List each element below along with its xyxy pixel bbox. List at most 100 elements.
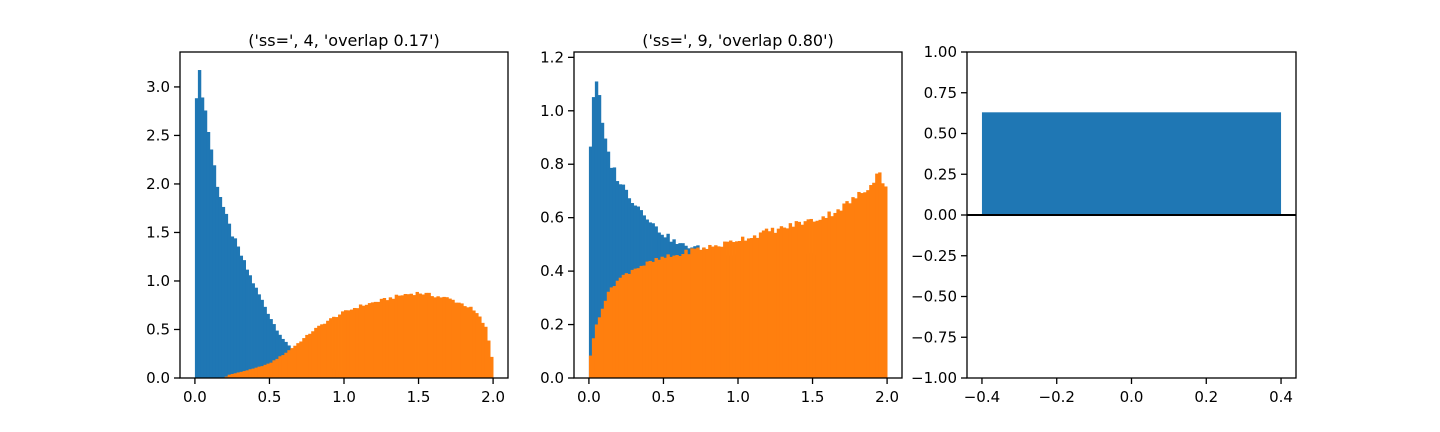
histogram-bar bbox=[606, 291, 611, 378]
histogram-bar bbox=[409, 293, 413, 378]
histogram-bar bbox=[597, 95, 602, 378]
histogram-bar bbox=[299, 341, 303, 378]
histogram-bar bbox=[248, 275, 252, 378]
histogram-bar bbox=[597, 317, 602, 378]
x-tick-label: 2.0 bbox=[875, 388, 899, 406]
histogram-bar bbox=[776, 228, 781, 378]
histogram-bar bbox=[869, 185, 873, 378]
histogram-bar bbox=[203, 110, 208, 378]
histogram-bar bbox=[723, 241, 727, 378]
x-tick-label: 2.0 bbox=[481, 388, 505, 406]
histogram-bar bbox=[245, 269, 249, 378]
histogram-bar bbox=[740, 236, 745, 378]
histogram-bar bbox=[239, 255, 244, 378]
histogram-bar bbox=[842, 203, 846, 378]
histogram-bar bbox=[603, 300, 608, 378]
histogram-bar bbox=[806, 219, 810, 378]
histogram-bar bbox=[278, 356, 282, 378]
histogram-bar bbox=[812, 221, 816, 378]
histogram-bar bbox=[672, 255, 676, 378]
histogram-bar bbox=[836, 209, 840, 378]
histogram-bar bbox=[770, 227, 775, 378]
histogram-bar bbox=[594, 81, 599, 378]
histogram-bar bbox=[621, 274, 626, 378]
histogram-bar bbox=[845, 201, 849, 378]
histogram-bar bbox=[242, 260, 246, 378]
histogram-bar bbox=[854, 198, 858, 378]
histogram-bar bbox=[720, 246, 724, 378]
histogram-bar bbox=[466, 307, 470, 378]
histogram-bar bbox=[591, 338, 596, 378]
histogram-bar bbox=[284, 352, 288, 378]
y-tick-label: 0.8 bbox=[540, 155, 564, 173]
x-tick-label: −0.4 bbox=[964, 388, 1000, 406]
y-tick-label: 0.25 bbox=[924, 165, 957, 183]
histogram-bar bbox=[615, 181, 620, 378]
histogram-bar bbox=[794, 221, 799, 378]
histogram-bar bbox=[878, 172, 882, 378]
histogram-bar bbox=[257, 294, 261, 378]
histogram-bar bbox=[651, 261, 655, 378]
histogram-bar bbox=[478, 316, 482, 378]
histogram-bar bbox=[260, 366, 264, 378]
histogram-bar bbox=[472, 310, 476, 378]
histogram-bar bbox=[269, 319, 273, 378]
y-tick-label: 0.50 bbox=[924, 125, 957, 143]
histogram-bar bbox=[881, 183, 885, 378]
y-tick-label: 3.0 bbox=[146, 78, 170, 96]
histogram-bar bbox=[758, 232, 763, 378]
histogram-bar bbox=[746, 238, 751, 378]
histogram-bar bbox=[370, 302, 375, 378]
y-tick-label: 1.00 bbox=[924, 43, 957, 61]
histogram-bar bbox=[361, 305, 366, 378]
histogram-bar bbox=[341, 311, 345, 378]
histogram-bar bbox=[400, 295, 405, 378]
histogram-bar bbox=[275, 330, 279, 378]
y-tick-label: 0.75 bbox=[924, 84, 957, 102]
histogram-bar bbox=[782, 227, 787, 378]
histogram-bar bbox=[788, 223, 793, 378]
y-tick-label: 1.2 bbox=[540, 48, 564, 66]
histogram-bar bbox=[717, 246, 721, 378]
histogram-bar bbox=[711, 246, 715, 378]
histogram-bar bbox=[800, 224, 804, 378]
histogram-bar bbox=[490, 356, 494, 378]
histogram-bar bbox=[591, 97, 596, 378]
histogram-bar bbox=[305, 334, 309, 378]
histogram-bar bbox=[448, 298, 452, 378]
histogram-bar bbox=[863, 192, 867, 378]
histogram-bar bbox=[236, 246, 241, 378]
histogram-bar bbox=[263, 306, 267, 378]
histogram-bar bbox=[323, 323, 327, 378]
histogram-bar bbox=[451, 299, 455, 378]
histogram-bar bbox=[684, 249, 688, 378]
histogram-bar bbox=[743, 240, 748, 378]
histogram-bar bbox=[729, 240, 733, 378]
histogram-bar bbox=[197, 70, 202, 379]
histogram-bar bbox=[221, 206, 226, 378]
histogram-bar bbox=[266, 363, 270, 378]
histogram-bar bbox=[630, 269, 635, 378]
histogram-bar bbox=[257, 366, 261, 378]
histogram-bar bbox=[633, 268, 638, 378]
y-tick-label: 0.0 bbox=[146, 369, 170, 387]
histogram-bar bbox=[612, 286, 617, 378]
y-tick-label: 0.00 bbox=[924, 206, 957, 224]
histogram-bar bbox=[233, 238, 238, 378]
histogram-bar bbox=[696, 247, 700, 378]
histogram-bar bbox=[726, 241, 730, 378]
histogram-bar bbox=[839, 210, 843, 378]
histogram-bar bbox=[785, 228, 790, 378]
histogram-bar bbox=[209, 149, 214, 378]
histogram-bar bbox=[645, 261, 649, 378]
histogram-bar bbox=[227, 374, 232, 378]
histogram-bar bbox=[352, 307, 357, 378]
y-tick-label: 1.5 bbox=[146, 223, 170, 241]
subplot-1-overlap-0-17: ('ss=', 4, 'overlap 0.17') 0.0 0.5 1.0 1.5 2… bbox=[146, 31, 509, 406]
histogram-bar bbox=[705, 248, 709, 378]
histogram-bar bbox=[263, 364, 267, 378]
histogram-bar bbox=[666, 254, 670, 378]
histogram-bar bbox=[245, 370, 249, 378]
histogram-bar bbox=[424, 292, 428, 378]
histogram-bar bbox=[699, 249, 703, 378]
